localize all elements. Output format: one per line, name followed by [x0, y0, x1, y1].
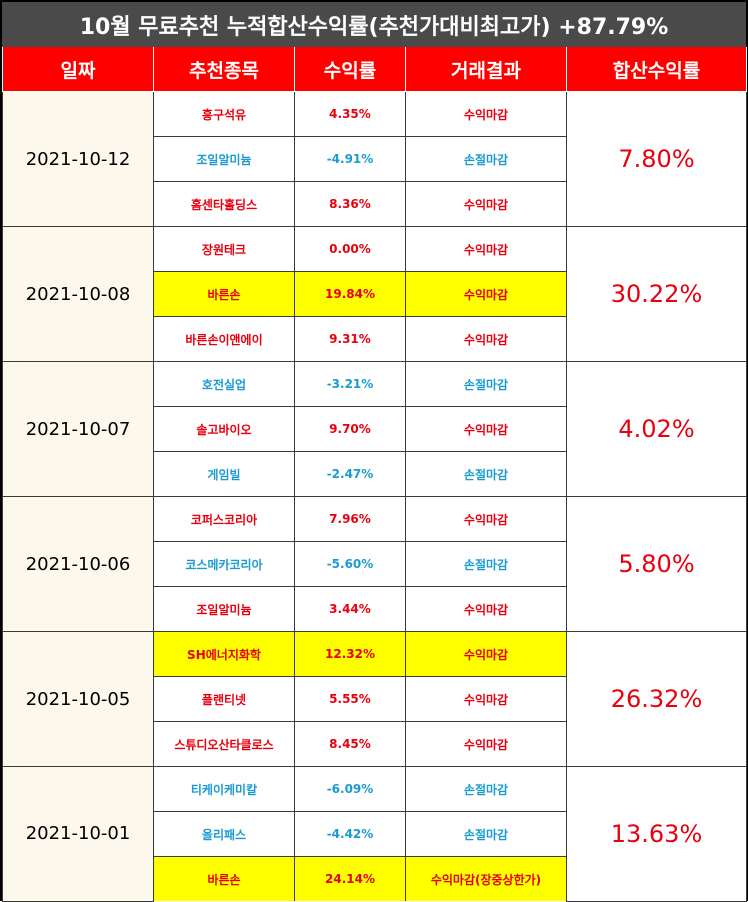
recommendation-table: 일짜 추천종목 수익률 거래결과 합산수익률 2021-10-12 흥구석유 4.3… — [2, 47, 747, 902]
return-cell: 3.44% — [294, 586, 406, 632]
return-cell: 9.70% — [294, 406, 406, 452]
return-cell: 7.96% — [294, 496, 406, 542]
table-row: 바른손이앤에이 9.31% 수익마감 — [3, 316, 747, 362]
result-cell: 수익마감 — [405, 271, 567, 317]
stock-cell: 스튜디오산타클로스 — [153, 721, 295, 767]
stock-cell: 홈센타홀딩스 — [153, 181, 295, 227]
total-return-cell: 4.02% — [566, 361, 747, 497]
result-cell: 손절마감 — [405, 136, 567, 182]
date-cell: 2021-10-12 — [2, 91, 154, 227]
stock-cell: 티케이케미칼 — [153, 766, 295, 812]
result-cell: 손절마감 — [405, 766, 567, 812]
result-cell: 손절마감 — [405, 451, 567, 497]
stock-cell: 올리패스 — [153, 811, 295, 857]
return-cell: -2.47% — [294, 451, 406, 497]
stock-cell: 코스메카코리아 — [153, 541, 295, 587]
table-row: 게임빌 -2.47% 손절마감 — [3, 451, 747, 497]
result-cell: 수익마감 — [405, 91, 567, 137]
result-cell: 수익마감 — [405, 496, 567, 542]
total-return-cell: 13.63% — [566, 766, 747, 902]
table-row: 2021-10-08 장원테크 0.00% 수익마감 30.22% — [2, 226, 747, 362]
table-row: 조일알미늄 -4.91% 손절마감 — [3, 136, 747, 182]
return-cell: 12.32% — [294, 631, 406, 677]
return-cell: 8.45% — [294, 721, 406, 767]
result-cell: 수익마감 — [405, 316, 567, 362]
date-cell: 2021-10-08 — [2, 226, 154, 362]
total-return-cell: 5.80% — [566, 496, 747, 632]
column-header-return: 수익률 — [294, 47, 406, 92]
stock-cell: 바른손이앤에이 — [153, 316, 295, 362]
stock-cell: 게임빌 — [153, 451, 295, 497]
table-row: 2021-10-06 코퍼스코리아 7.96% 수익마감 5.80% — [2, 496, 747, 632]
header-row: 일짜 추천종목 수익률 거래결과 합산수익률 — [2, 47, 747, 92]
return-cell: 8.36% — [294, 181, 406, 227]
table-row: 조일알미늄 3.44% 수익마감 — [3, 586, 747, 632]
return-cell: 19.84% — [294, 271, 406, 317]
stock-cell: 흥구석유 — [153, 91, 295, 137]
date-cell: 2021-10-05 — [2, 631, 154, 767]
table-row: 2021-10-05 SH에너지화학 12.32% 수익마감 26.32% — [2, 631, 747, 767]
table-body: 2021-10-12 흥구석유 4.35% 수익마감 7.80% 조일알미늄 -4.91% 손… — [2, 91, 747, 902]
table-row: 2021-10-12 흥구석유 4.35% 수익마감 7.80% — [2, 91, 747, 227]
stock-cell: 바른손 — [153, 271, 295, 317]
result-cell: 수익마감 — [405, 226, 567, 272]
return-cell: -4.42% — [294, 811, 406, 857]
result-cell: 손절마감 — [405, 811, 567, 857]
result-cell: 수익마감 — [405, 721, 567, 767]
result-cell: 수익마감 — [405, 631, 567, 677]
column-header-result: 거래결과 — [405, 47, 567, 92]
result-cell: 수익마감 — [405, 181, 567, 227]
table-row: 바른손 24.14% 수익마감(장중상한가) — [3, 856, 747, 901]
column-header-stock: 추천종목 — [153, 47, 295, 92]
return-cell: 0.00% — [294, 226, 406, 272]
date-cell: 2021-10-01 — [2, 766, 154, 902]
total-return-cell: 7.80% — [566, 91, 747, 227]
return-cell: 24.14% — [294, 856, 406, 901]
return-cell: -4.91% — [294, 136, 406, 182]
table-row: 2021-10-07 호전실업 -3.21% 손절마감 4.02% — [2, 361, 747, 497]
date-cell: 2021-10-07 — [2, 361, 154, 497]
stock-cell: 장원테크 — [153, 226, 295, 272]
result-cell: 손절마감 — [405, 361, 567, 407]
return-cell: -5.60% — [294, 541, 406, 587]
total-return-cell: 26.32% — [566, 631, 747, 767]
table-row: 홈센타홀딩스 8.36% 수익마감 — [3, 181, 747, 227]
result-cell: 손절마감 — [405, 541, 567, 587]
stock-cell: 바른손 — [153, 856, 295, 901]
stock-cell: 조일알미늄 — [153, 136, 295, 182]
return-cell: 9.31% — [294, 316, 406, 362]
column-header-date: 일짜 — [2, 47, 154, 92]
stock-cell: 호전실업 — [153, 361, 295, 407]
stock-cell: 솔고바이오 — [153, 406, 295, 452]
result-cell: 수익마감(장중상한가) — [405, 856, 567, 901]
return-cell: 4.35% — [294, 91, 406, 137]
column-header-total-return: 합산수익률 — [566, 47, 747, 92]
stock-cell: 플랜티넷 — [153, 676, 295, 722]
date-cell: 2021-10-06 — [2, 496, 154, 632]
page-title: 10월 무료추천 누적합산수익률(추천가대비최고가) +87.79% — [2, 2, 746, 47]
table-row: 2021-10-01 티케이케미칼 -6.09% 손절마감 13.63% — [2, 766, 747, 902]
return-cell: -6.09% — [294, 766, 406, 812]
table-row: 바른손 19.84% 수익마감 — [3, 271, 747, 317]
return-cell: 5.55% — [294, 676, 406, 722]
result-cell: 수익마감 — [405, 586, 567, 632]
stock-cell: 조일알미늄 — [153, 586, 295, 632]
table-row: 솔고바이오 9.70% 수익마감 — [3, 406, 747, 452]
return-cell: -3.21% — [294, 361, 406, 407]
stock-cell: SH에너지화학 — [153, 631, 295, 677]
table-row: 코스메카코리아 -5.60% 손절마감 — [3, 541, 747, 587]
result-cell: 수익마감 — [405, 676, 567, 722]
table-row: 플랜티넷 5.55% 수익마감 — [3, 676, 747, 722]
total-return-cell: 30.22% — [566, 226, 747, 362]
result-cell: 수익마감 — [405, 406, 567, 452]
stock-cell: 코퍼스코리아 — [153, 496, 295, 542]
table-row: 올리패스 -4.42% 손절마감 — [3, 811, 747, 857]
